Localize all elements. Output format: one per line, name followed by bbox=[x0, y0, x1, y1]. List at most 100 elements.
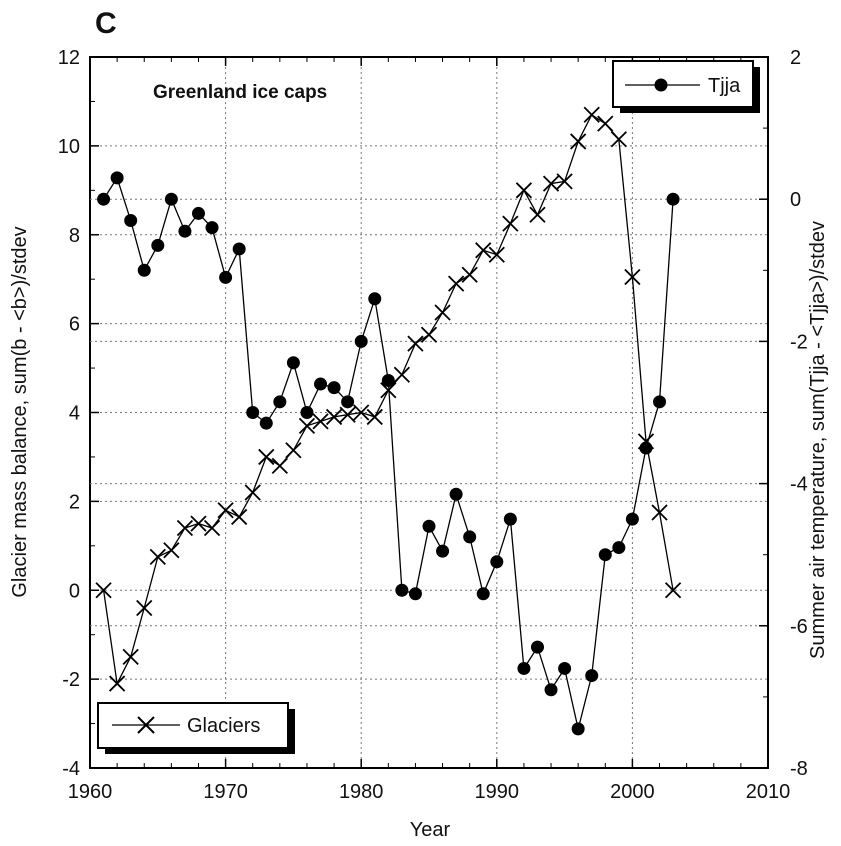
data-point-glaciers bbox=[312, 413, 329, 430]
data-point-tjja bbox=[164, 192, 178, 206]
data-point-glaciers bbox=[651, 504, 668, 521]
x-tick-labels: 1960 1970 1980 1990 2000 2010 bbox=[68, 781, 791, 803]
data-point-tjja bbox=[517, 661, 531, 675]
data-point-glaciers bbox=[610, 131, 627, 148]
data-point-tjja bbox=[449, 487, 463, 501]
data-point-tjja bbox=[368, 292, 382, 306]
data-point-tjja bbox=[219, 270, 233, 284]
data-point-tjja bbox=[408, 587, 422, 601]
data-point-tjja bbox=[110, 171, 124, 185]
data-point-tjja bbox=[286, 356, 300, 370]
data-point-glaciers bbox=[556, 173, 573, 190]
grid-lines bbox=[90, 57, 768, 768]
data-point-glaciers bbox=[570, 133, 587, 150]
data-point-tjja bbox=[300, 406, 314, 419]
data-point-glaciers bbox=[664, 582, 682, 599]
data-point-tjja bbox=[544, 683, 558, 697]
data-point-tjja bbox=[314, 377, 328, 391]
x-tick-label: 2000 bbox=[610, 781, 655, 803]
data-point-glaciers bbox=[95, 582, 112, 599]
legend-glaciers-label: Glaciers bbox=[187, 715, 260, 737]
y-left-tick-label: 2 bbox=[69, 491, 80, 513]
data-point-glaciers bbox=[624, 268, 641, 286]
y-left-tick-label: -4 bbox=[62, 758, 80, 780]
data-point-tjja bbox=[476, 587, 490, 601]
y-right-tick-label: -2 bbox=[790, 331, 808, 353]
data-point-glaciers bbox=[542, 175, 560, 192]
y-right-tick-label: 2 bbox=[790, 47, 801, 69]
data-point-tjja bbox=[666, 192, 680, 206]
series-line-tjja bbox=[103, 176, 674, 730]
data-point-tjja bbox=[273, 395, 287, 409]
data-point-tjja bbox=[178, 224, 192, 238]
y-right-tick-label: -4 bbox=[790, 474, 808, 496]
y-right-tick-label: 0 bbox=[790, 189, 801, 211]
data-point-glaciers bbox=[393, 366, 411, 383]
data-point-tjja bbox=[436, 544, 450, 558]
data-point-glaciers bbox=[434, 304, 451, 321]
panel-label: C bbox=[95, 7, 117, 40]
data-point-tjja bbox=[97, 192, 111, 206]
y-axis-left-title: Glacier mass balance, sum(b - <b>)/stdev bbox=[9, 226, 31, 597]
data-point-glaciers bbox=[447, 275, 465, 292]
y-axis-right-title: Summer air temperature, sum(Tjja - <Tjja… bbox=[807, 221, 829, 659]
data-point-glaciers bbox=[231, 508, 248, 526]
data-point-glaciers bbox=[217, 502, 234, 519]
data-point-glaciers bbox=[149, 548, 166, 566]
data-point-glaciers bbox=[176, 519, 194, 537]
series-tjja bbox=[97, 171, 680, 736]
chart-title: Greenland ice caps bbox=[153, 82, 327, 103]
data-point-tjja bbox=[205, 221, 219, 235]
data-point-tjja bbox=[395, 583, 409, 597]
data-point-tjja bbox=[341, 395, 355, 409]
data-point-tjja bbox=[191, 206, 205, 220]
series-glaciers bbox=[95, 106, 682, 692]
legend-tjja-label: Tjja bbox=[708, 75, 741, 97]
y-right-tick-labels: -8 -6 -4 -2 0 2 bbox=[790, 47, 808, 780]
legend-glaciers: Glaciers bbox=[97, 702, 295, 754]
data-point-tjja bbox=[585, 669, 599, 683]
data-point-tjja bbox=[598, 548, 612, 562]
data-point-glaciers bbox=[502, 215, 519, 232]
data-point-glaciers bbox=[488, 246, 505, 263]
data-point-tjja bbox=[232, 242, 246, 256]
data-point-tjja bbox=[463, 530, 477, 544]
data-point-glaciers bbox=[203, 519, 221, 537]
x-tick-label: 1970 bbox=[203, 781, 248, 803]
data-point-tjja bbox=[653, 395, 667, 409]
data-point-tjja bbox=[259, 416, 273, 430]
data-point-tjja bbox=[422, 519, 436, 533]
x-axis-title: Year bbox=[410, 819, 451, 841]
data-point-glaciers bbox=[136, 599, 153, 617]
data-point-glaciers bbox=[258, 448, 275, 466]
y-left-tick-label: 0 bbox=[69, 580, 80, 602]
data-point-glaciers bbox=[339, 406, 356, 423]
y-left-tick-label: 6 bbox=[69, 314, 80, 336]
data-point-glaciers bbox=[163, 542, 180, 559]
data-point-tjja bbox=[503, 512, 517, 526]
data-point-glaciers bbox=[108, 675, 126, 692]
data-point-tjja bbox=[381, 374, 395, 388]
data-point-tjja bbox=[558, 661, 572, 675]
data-point-glaciers bbox=[325, 408, 343, 426]
y-right-tick-label: -8 bbox=[790, 758, 808, 780]
data-point-tjja bbox=[137, 263, 151, 277]
data-point-tjja bbox=[530, 640, 544, 654]
data-point-tjja bbox=[151, 238, 165, 252]
data-point-glaciers bbox=[122, 648, 139, 666]
x-tick-label: 1990 bbox=[475, 781, 520, 803]
data-point-glaciers bbox=[515, 182, 533, 199]
data-point-tjja bbox=[354, 334, 368, 348]
data-point-glaciers bbox=[298, 417, 316, 434]
x-tick-label: 1980 bbox=[339, 781, 384, 803]
y-left-tick-label: 4 bbox=[69, 403, 80, 425]
data-point-tjja bbox=[490, 555, 504, 569]
data-point-glaciers bbox=[461, 266, 478, 283]
data-point-glaciers bbox=[407, 335, 424, 352]
data-point-glaciers bbox=[190, 515, 207, 532]
legend-tjja: Tjja bbox=[612, 60, 760, 113]
data-point-glaciers bbox=[244, 484, 261, 501]
legend-glaciers-marker bbox=[137, 716, 155, 734]
data-point-glaciers bbox=[583, 106, 600, 123]
